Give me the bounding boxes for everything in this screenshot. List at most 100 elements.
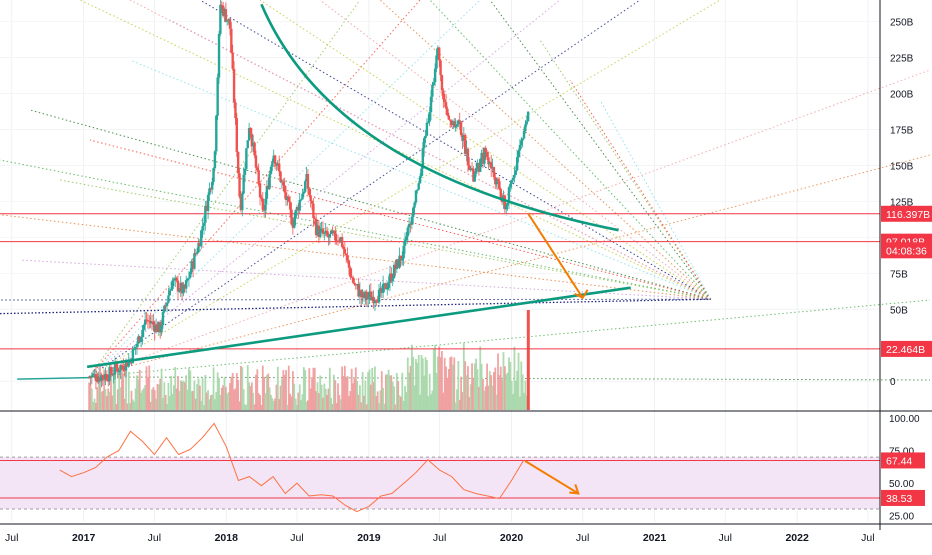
candle-body-207 bbox=[371, 296, 374, 301]
candle-body-233 bbox=[406, 227, 409, 237]
fan-line-12 bbox=[489, 0, 712, 300]
candle-body-27 bbox=[124, 360, 128, 371]
time-tick-label: Jul bbox=[148, 532, 161, 544]
candle-body-313 bbox=[515, 157, 519, 171]
time-tick-label: Jul bbox=[719, 532, 732, 544]
candle-body-185 bbox=[340, 237, 344, 247]
price-label-bg-3 bbox=[881, 340, 932, 357]
volume-bar-14 bbox=[107, 388, 110, 410]
volume-bar-67 bbox=[179, 380, 182, 410]
candle-body-245 bbox=[422, 138, 426, 149]
candle-body-37 bbox=[138, 336, 141, 343]
volume-bar-162 bbox=[309, 388, 312, 410]
volume-bar-84 bbox=[203, 404, 205, 410]
volume-bar-150 bbox=[293, 383, 296, 410]
candle-body-271 bbox=[458, 120, 461, 122]
volume-bar-46 bbox=[151, 389, 153, 410]
volume-bar-230 bbox=[402, 400, 405, 410]
candle-body-55 bbox=[163, 305, 166, 313]
volume-bar-32 bbox=[131, 399, 134, 410]
volume-bar-273 bbox=[461, 392, 464, 410]
volume-bar-312 bbox=[514, 380, 517, 410]
candle-body-184 bbox=[339, 237, 342, 242]
fan-origin-line-8 bbox=[89, 299, 931, 378]
volume-bar-159 bbox=[305, 401, 308, 410]
volume-bar-226 bbox=[397, 381, 400, 410]
candle-body-156 bbox=[301, 193, 304, 200]
candle-body-259 bbox=[442, 90, 445, 100]
volume-bar-177 bbox=[330, 397, 333, 410]
volume-bar-167 bbox=[316, 382, 319, 410]
volume-bar-261 bbox=[445, 366, 447, 410]
volume-spike-bar bbox=[526, 310, 530, 410]
candle-body-41 bbox=[143, 319, 147, 326]
volume-bar-13 bbox=[105, 396, 108, 410]
candle-body-145 bbox=[286, 196, 289, 201]
candle-body-174 bbox=[325, 230, 329, 236]
volume-bar-66 bbox=[178, 390, 181, 410]
volume-bar-130 bbox=[265, 375, 268, 410]
price-tick-label: 50B bbox=[890, 305, 908, 316]
candle-body-50 bbox=[156, 324, 159, 333]
candle-body-283 bbox=[474, 168, 478, 174]
volume-bar-39 bbox=[141, 389, 144, 410]
candle-body-241 bbox=[417, 183, 420, 190]
candle-body-206 bbox=[369, 291, 373, 301]
candle-body-209 bbox=[373, 300, 377, 304]
fan-line-13 bbox=[539, 39, 712, 300]
volume-bar-200 bbox=[361, 372, 364, 410]
candle-body-93 bbox=[215, 115, 218, 152]
volume-bar-70 bbox=[183, 382, 186, 410]
volume-bar-206 bbox=[369, 384, 372, 410]
volume-bar-188 bbox=[345, 378, 348, 410]
volume-bar-225 bbox=[395, 372, 398, 410]
candle-body-157 bbox=[302, 191, 306, 194]
candle-body-231 bbox=[403, 239, 407, 246]
candle-body-266 bbox=[451, 121, 455, 126]
candle-body-101 bbox=[226, 20, 229, 22]
candle-body-45 bbox=[149, 321, 152, 324]
volume-bar-169 bbox=[319, 375, 322, 410]
candle-body-162 bbox=[309, 195, 312, 201]
candle-body-169 bbox=[319, 228, 322, 238]
candle-body-18 bbox=[112, 374, 115, 376]
volume-bar-114 bbox=[244, 404, 246, 410]
volume-bar-307 bbox=[508, 357, 510, 410]
volume-bar-44 bbox=[148, 365, 151, 410]
volume-bar-316 bbox=[520, 361, 523, 410]
volume-bar-134 bbox=[271, 398, 274, 410]
fan-line-9 bbox=[319, 0, 712, 300]
candle-body-299 bbox=[496, 178, 500, 182]
volume-bar-144 bbox=[285, 370, 287, 410]
volume-bar-25 bbox=[122, 373, 125, 410]
candle-body-73 bbox=[187, 277, 191, 279]
volume-bar-229 bbox=[401, 372, 404, 410]
candle-body-164 bbox=[312, 203, 315, 218]
candle-body-289 bbox=[483, 147, 486, 164]
volume-bar-2 bbox=[90, 388, 93, 410]
candle-body-124 bbox=[257, 170, 260, 184]
candle-body-176 bbox=[328, 234, 332, 238]
candle-body-170 bbox=[320, 228, 323, 230]
volume-bar-170 bbox=[320, 384, 323, 410]
volume-bar-93 bbox=[215, 391, 218, 410]
volume-bar-160 bbox=[307, 400, 309, 410]
volume-bar-110 bbox=[238, 401, 241, 410]
candle-body-126 bbox=[260, 197, 263, 199]
candle-body-236 bbox=[410, 216, 414, 225]
volume-bar-35 bbox=[136, 375, 138, 410]
volume-bar-287 bbox=[480, 363, 483, 410]
candle-body-25 bbox=[122, 365, 125, 370]
candle-body-216 bbox=[383, 283, 386, 285]
candle-body-133 bbox=[269, 166, 273, 174]
volume-bar-184 bbox=[339, 399, 342, 410]
volume-bar-22 bbox=[118, 366, 121, 410]
volume-bar-30 bbox=[129, 402, 132, 410]
candle-body-220 bbox=[388, 273, 392, 283]
candle-body-10 bbox=[101, 375, 104, 378]
candle-body-275 bbox=[464, 134, 467, 154]
volume-bar-149 bbox=[291, 371, 294, 410]
candle-body-52 bbox=[159, 322, 162, 333]
volume-bar-190 bbox=[348, 396, 350, 410]
